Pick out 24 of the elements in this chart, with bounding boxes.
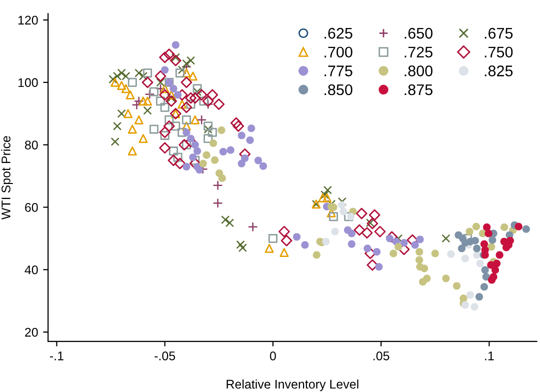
legend-label: .725 [404, 46, 432, 58]
x-tick-label: .05 [374, 351, 390, 360]
x-tick-label: .1 [485, 352, 494, 360]
legend-label: .875 [404, 84, 432, 96]
legend-label: .775 [324, 66, 352, 76]
y-tick-label: 80 [24, 140, 38, 150]
y-tick-label: 100 [18, 78, 38, 88]
legend-label: .800 [404, 66, 432, 76]
y-tick-label: 40 [24, 265, 38, 274]
legend-label: .625 [324, 28, 352, 39]
y-axis-title: WTI Spot Price [1, 136, 13, 220]
x-tick-label: 0 [270, 351, 276, 360]
y-tick-label: 120 [18, 16, 38, 25]
x-tick-label: -.1 [50, 352, 64, 360]
legend-label: .750 [484, 46, 513, 58]
x-axis-title: Relative Inventory Level [226, 379, 358, 392]
legend-label: .825 [484, 66, 513, 76]
x-tick-label: -.05 [154, 351, 176, 360]
legend-label: .850 [324, 84, 352, 96]
y-tick-label: 20 [25, 328, 38, 337]
y-tick-label: 60 [25, 203, 38, 212]
legend-label: .675 [484, 28, 513, 39]
legend-label: .650 [404, 28, 432, 39]
legend-label: .700 [324, 46, 352, 58]
